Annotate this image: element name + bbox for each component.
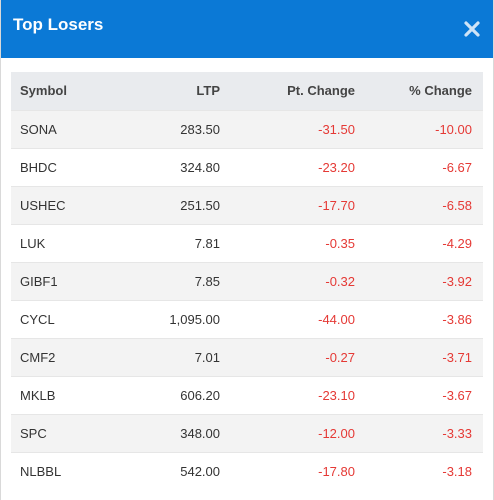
losers-table-container: Symbol LTP Pt. Change % Change SONA 283.5… — [11, 72, 483, 490]
modal-header: Top Losers — [1, 0, 493, 58]
column-header-symbol[interactable]: Symbol — [20, 83, 67, 99]
ltp-cell: 606.20 — [130, 375, 220, 414]
losers-table: Symbol LTP Pt. Change % Change SONA 283.5… — [11, 72, 483, 490]
pct-change-cell: -3.86 — [355, 299, 483, 338]
pt-change-cell: -12.00 — [220, 413, 355, 452]
ltp-cell: 542.00 — [130, 451, 220, 490]
table-row[interactable]: CMF2 7.01 -0.27 -3.71 — [11, 337, 483, 376]
symbol-cell[interactable]: CMF2 — [11, 337, 130, 376]
symbol-cell[interactable]: USHEC — [11, 185, 130, 224]
ltp-cell: 348.00 — [130, 413, 220, 452]
pt-change-cell: -17.70 — [220, 185, 355, 224]
pt-change-cell: -23.10 — [220, 375, 355, 414]
symbol-cell[interactable]: SONA — [11, 109, 130, 148]
pct-change-cell: -6.67 — [355, 147, 483, 186]
table-row[interactable]: MKLB 606.20 -23.10 -3.67 — [11, 375, 483, 414]
table-row[interactable]: GIBF1 7.85 -0.32 -3.92 — [11, 261, 483, 300]
table-row[interactable]: LUK 7.81 -0.35 -4.29 — [11, 223, 483, 262]
pct-change-cell: -6.58 — [355, 185, 483, 224]
close-button[interactable] — [463, 20, 481, 38]
pct-change-cell: -3.71 — [355, 337, 483, 376]
close-icon — [464, 21, 480, 37]
table-row[interactable]: NLBBL 542.00 -17.80 -3.18 — [11, 451, 483, 490]
column-header-pt-change[interactable]: Pt. Change — [287, 83, 355, 99]
symbol-cell[interactable]: LUK — [11, 223, 130, 262]
pt-change-cell: -17.80 — [220, 451, 355, 490]
modal-title: Top Losers — [13, 15, 104, 34]
pct-change-cell: -3.67 — [355, 375, 483, 414]
pt-change-cell: -0.35 — [220, 223, 355, 262]
table-row[interactable]: USHEC 251.50 -17.70 -6.58 — [11, 185, 483, 224]
pt-change-cell: -0.32 — [220, 261, 355, 300]
symbol-cell[interactable]: NLBBL — [11, 451, 130, 490]
symbol-cell[interactable]: BHDC — [11, 147, 130, 186]
pt-change-cell: -0.27 — [220, 337, 355, 376]
ltp-cell: 283.50 — [130, 109, 220, 148]
symbol-cell[interactable]: CYCL — [11, 299, 130, 338]
pt-change-cell: -31.50 — [220, 109, 355, 148]
ltp-cell: 7.81 — [130, 223, 220, 262]
pct-change-cell: -3.33 — [355, 413, 483, 452]
pt-change-cell: -23.20 — [220, 147, 355, 186]
ltp-cell: 1,095.00 — [130, 299, 220, 338]
column-header-ltp[interactable]: LTP — [196, 83, 220, 99]
ltp-cell: 324.80 — [130, 147, 220, 186]
pct-change-cell: -3.18 — [355, 451, 483, 490]
table-row[interactable]: CYCL 1,095.00 -44.00 -3.86 — [11, 299, 483, 338]
symbol-cell[interactable]: GIBF1 — [11, 261, 130, 300]
table-row[interactable]: BHDC 324.80 -23.20 -6.67 — [11, 147, 483, 186]
pct-change-cell: -4.29 — [355, 223, 483, 262]
pct-change-cell: -10.00 — [355, 109, 483, 148]
ltp-cell: 7.85 — [130, 261, 220, 300]
pt-change-cell: -44.00 — [220, 299, 355, 338]
table-header-row: Symbol LTP Pt. Change % Change — [11, 72, 483, 110]
column-header-pct-change[interactable]: % Change — [409, 83, 472, 99]
table-row[interactable]: SPC 348.00 -12.00 -3.33 — [11, 413, 483, 452]
pct-change-cell: -3.92 — [355, 261, 483, 300]
ltp-cell: 251.50 — [130, 185, 220, 224]
symbol-cell[interactable]: SPC — [11, 413, 130, 452]
ltp-cell: 7.01 — [130, 337, 220, 376]
symbol-cell[interactable]: MKLB — [11, 375, 130, 414]
table-row[interactable]: SONA 283.50 -31.50 -10.00 — [11, 109, 483, 148]
